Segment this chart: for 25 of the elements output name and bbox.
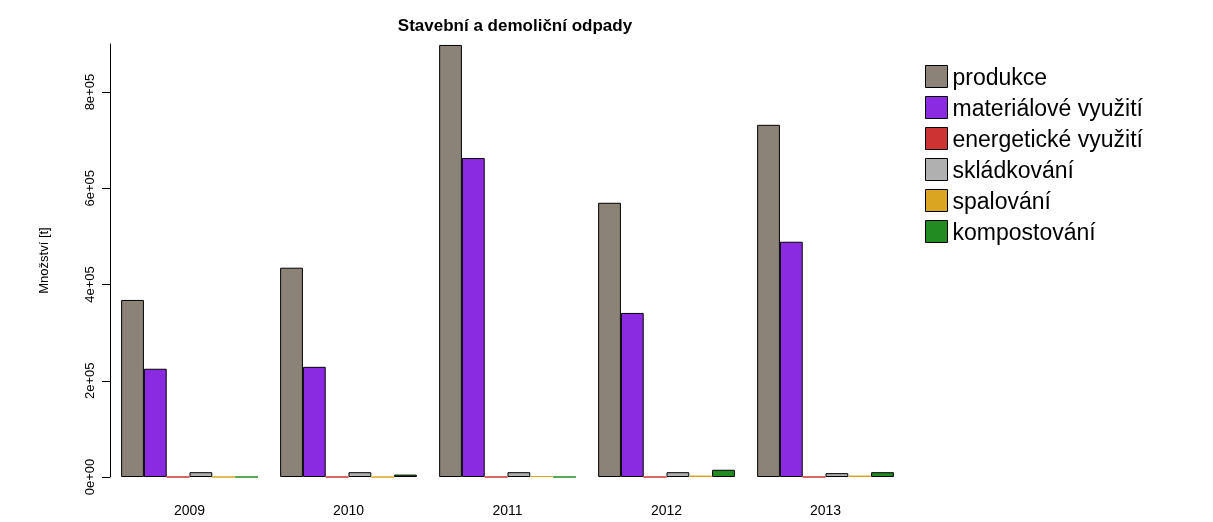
x-tick-label: 2011	[492, 502, 523, 518]
bar	[825, 473, 849, 477]
x-tick-label: 2013	[809, 502, 842, 518]
y-tick-label: 6e+05	[82, 170, 97, 207]
legend-label: skládkování	[952, 156, 1075, 183]
bar	[507, 472, 531, 477]
x-tick-label: 2010	[332, 502, 365, 518]
legend-label: materiálové využití	[952, 94, 1144, 121]
legend-label: produkce	[952, 63, 1048, 90]
legend-label: kompostování	[952, 218, 1097, 245]
y-tick-label: 4e+05	[82, 266, 97, 303]
x-tick-label: 2009	[173, 502, 206, 518]
bar	[348, 472, 372, 477]
chart-title: Stavební a demoliční odpady	[397, 16, 633, 35]
bar	[712, 469, 735, 477]
y-tick-label: 0e+00	[82, 458, 97, 496]
legend-label: spalování	[952, 187, 1052, 214]
bar	[189, 472, 213, 477]
y-tick-label: 8e+05	[82, 73, 97, 111]
y-tick-label: 2e+05	[82, 362, 97, 400]
y-axis-title: Množství [t]	[36, 227, 51, 294]
legend-label: energetické využití	[952, 125, 1144, 152]
bar	[871, 472, 894, 477]
x-tick-label: 2012	[650, 502, 683, 518]
bar	[666, 472, 690, 477]
